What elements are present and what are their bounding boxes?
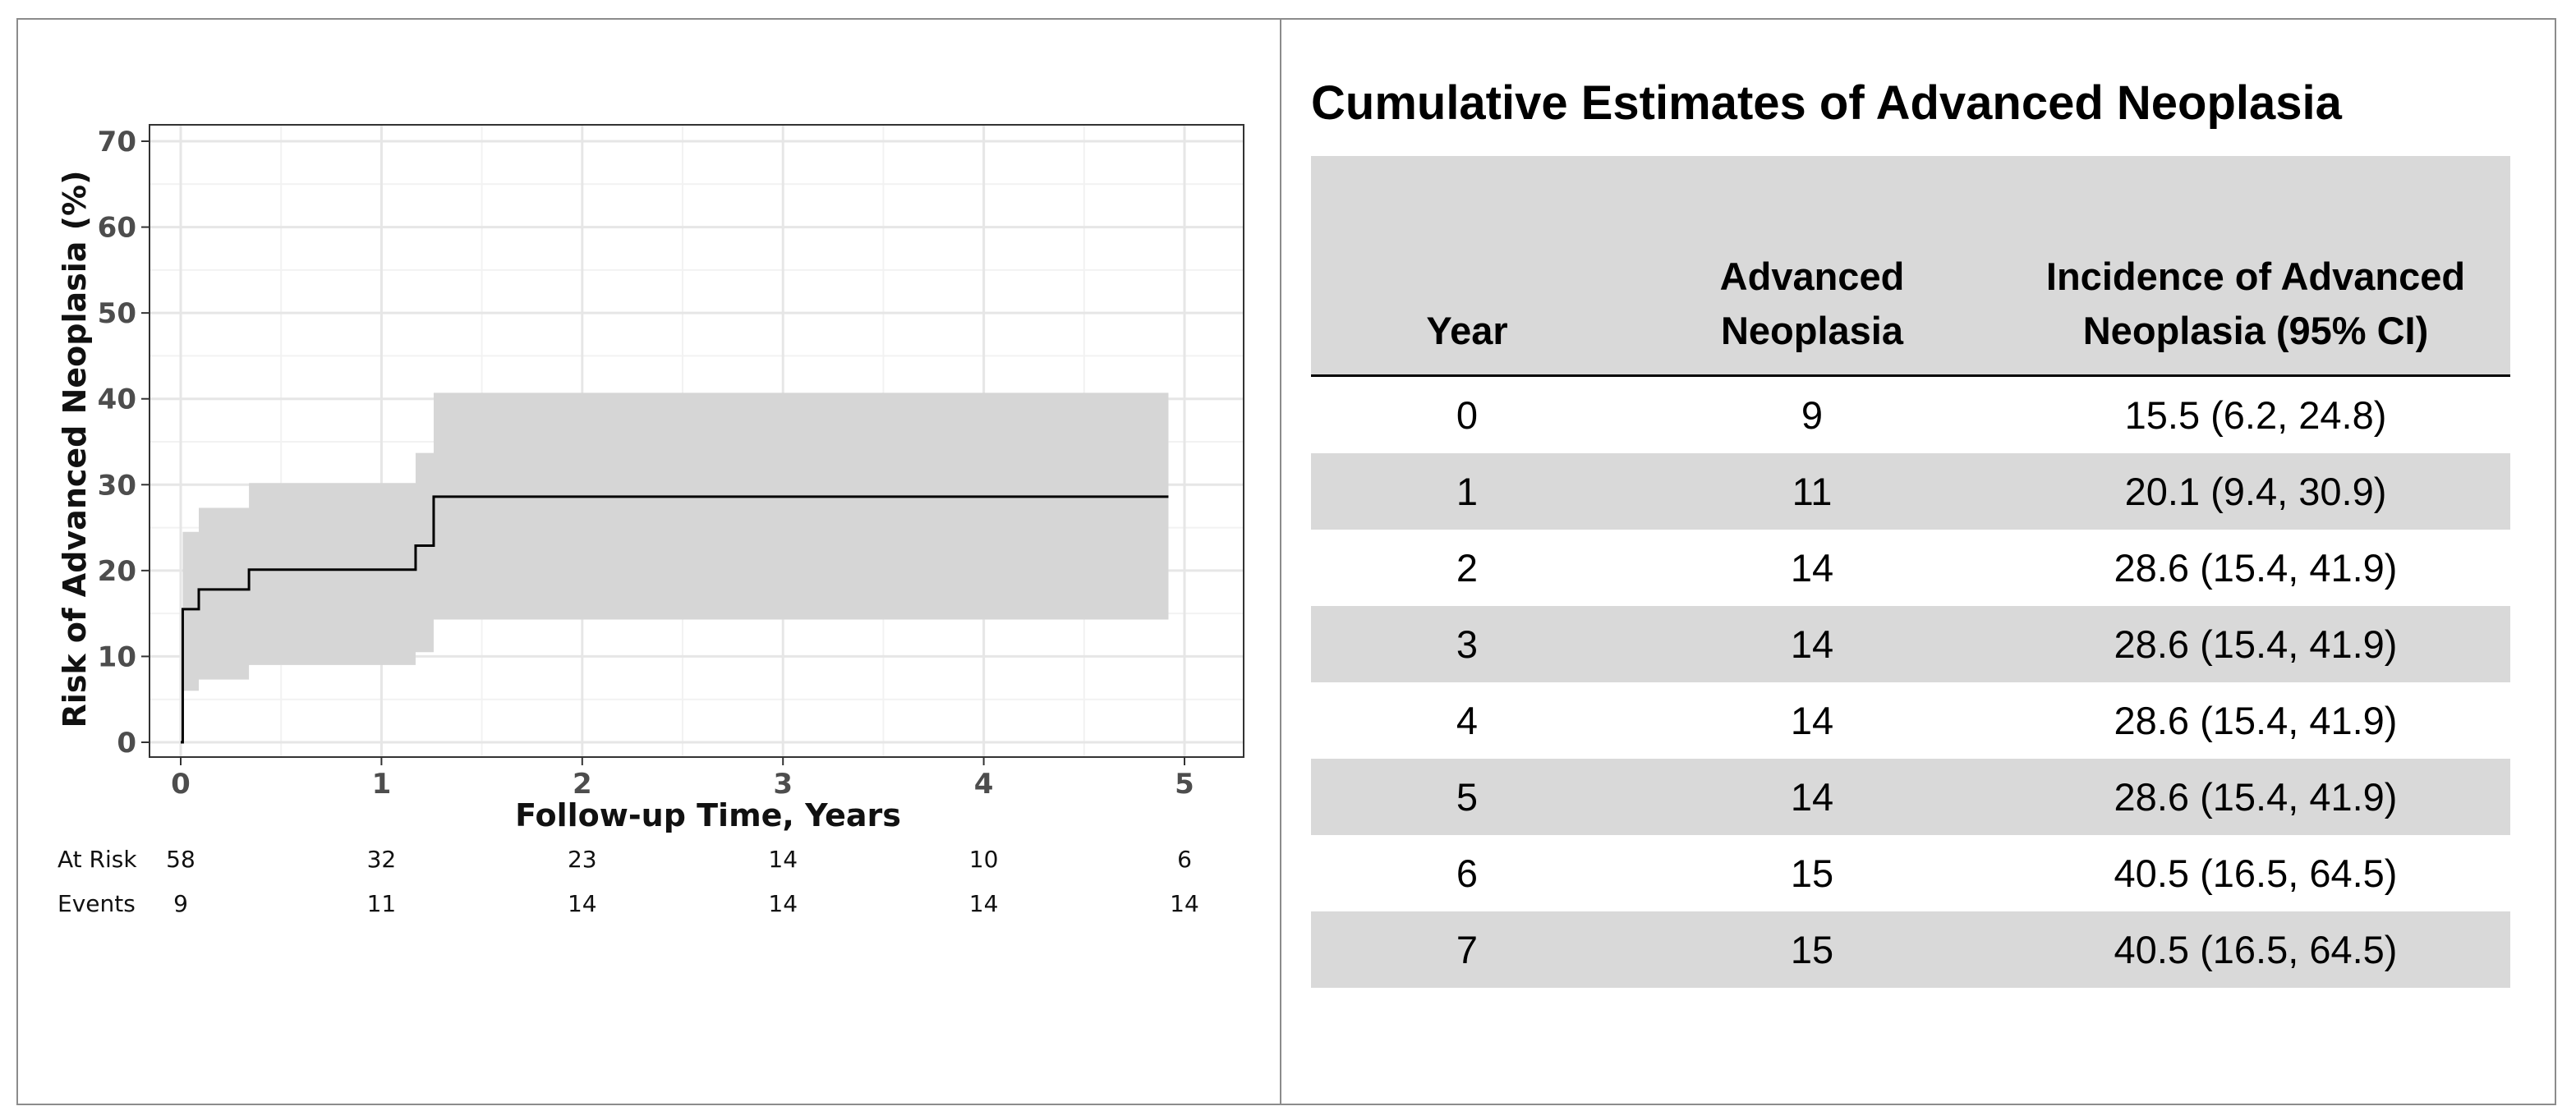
table-row: 0 9 15.5 (6.2, 24.8) <box>1311 375 2510 453</box>
header-incidence: Incidence of Advanced Neoplasia (95% CI) <box>2001 156 2510 377</box>
risk-table-value: 14 <box>768 846 798 873</box>
x-axis-title: Follow-up Time, Years <box>515 797 901 833</box>
panel-divider <box>1280 18 1281 1105</box>
y-tick-label: 10 <box>98 640 136 673</box>
table-row: 6 15 40.5 (16.5, 64.5) <box>1311 835 2510 911</box>
x-tick-label: 4 <box>974 768 994 801</box>
risk-table-row-label: Events <box>58 890 136 917</box>
cell-advanced: 14 <box>1623 682 2001 759</box>
cell-incidence: 40.5 (16.5, 64.5) <box>2001 911 2510 988</box>
cell-incidence: 28.6 (15.4, 41.9) <box>2001 682 2510 759</box>
cell-incidence: 28.6 (15.4, 41.9) <box>2001 759 2510 835</box>
cell-advanced: 14 <box>1623 606 2001 682</box>
plot-border <box>149 124 1244 758</box>
cell-advanced: 14 <box>1623 530 2001 606</box>
table-title: Cumulative Estimates of Advanced Neoplas… <box>1311 76 2342 130</box>
risk-table-value: 11 <box>367 890 397 917</box>
risk-table-value: 10 <box>969 846 999 873</box>
cell-year: 1 <box>1311 453 1623 530</box>
cell-advanced: 15 <box>1623 911 2001 988</box>
y-tick-label: 0 <box>117 727 136 760</box>
cell-year: 2 <box>1311 530 1623 606</box>
cell-year: 5 <box>1311 759 1623 835</box>
risk-table-value: 6 <box>1177 846 1192 873</box>
table-header-row: Year Advanced Neoplasia Incidence of Adva… <box>1311 156 2510 377</box>
risk-table-value: 14 <box>768 890 798 917</box>
cell-year: 3 <box>1311 606 1623 682</box>
cell-incidence: 15.5 (6.2, 24.8) <box>2001 375 2510 453</box>
y-tick-label: 50 <box>98 297 136 330</box>
estimates-table: Year Advanced Neoplasia Incidence of Adva… <box>1311 156 2510 988</box>
confidence-band <box>182 392 1169 691</box>
cell-incidence: 20.1 (9.4, 30.9) <box>2001 453 2510 530</box>
header-year: Year <box>1311 156 1623 377</box>
risk-table-value: 9 <box>173 890 188 917</box>
cell-advanced: 9 <box>1623 375 2001 453</box>
cell-incidence: 40.5 (16.5, 64.5) <box>2001 835 2510 911</box>
risk-step-line <box>181 495 1169 744</box>
y-axis-title: Risk of Advanced Neoplasia (%) <box>57 171 93 728</box>
table-row: 4 14 28.6 (15.4, 41.9) <box>1311 682 2510 759</box>
table-row: 3 14 28.6 (15.4, 41.9) <box>1311 606 2510 682</box>
risk-table-value: 23 <box>568 846 597 873</box>
cell-year: 7 <box>1311 911 1623 988</box>
y-tick-label: 30 <box>98 469 136 502</box>
cell-incidence: 28.6 (15.4, 41.9) <box>2001 606 2510 682</box>
cell-year: 4 <box>1311 682 1623 759</box>
x-tick-label: 2 <box>573 768 592 801</box>
table-row: 2 14 28.6 (15.4, 41.9) <box>1311 530 2510 606</box>
y-tick-label: 60 <box>98 212 136 245</box>
y-tick-label: 20 <box>98 555 136 588</box>
cell-year: 6 <box>1311 835 1623 911</box>
table-row: 5 14 28.6 (15.4, 41.9) <box>1311 759 2510 835</box>
x-tick-label: 3 <box>773 768 793 801</box>
y-tick-label: 70 <box>98 126 136 158</box>
figure-frame <box>16 18 2556 1105</box>
header-advanced-neoplasia: Advanced Neoplasia <box>1623 156 2001 377</box>
risk-table-value: 58 <box>166 846 196 873</box>
cell-advanced: 14 <box>1623 759 2001 835</box>
cell-incidence: 28.6 (15.4, 41.9) <box>2001 530 2510 606</box>
table-row: 7 15 40.5 (16.5, 64.5) <box>1311 911 2510 988</box>
risk-table-value: 14 <box>1170 890 1199 917</box>
risk-table-value: 14 <box>568 890 597 917</box>
risk-table-value: 32 <box>367 846 397 873</box>
risk-table-value: 14 <box>969 890 999 917</box>
x-tick-label: 5 <box>1175 768 1194 801</box>
table-row: 1 11 20.1 (9.4, 30.9) <box>1311 453 2510 530</box>
cell-advanced: 15 <box>1623 835 2001 911</box>
x-tick-label: 1 <box>372 768 392 801</box>
cell-advanced: 11 <box>1623 453 2001 530</box>
risk-table-row-label: At Risk <box>58 846 137 873</box>
y-tick-label: 40 <box>98 383 136 416</box>
x-tick-label: 0 <box>171 768 191 801</box>
cell-year: 0 <box>1311 375 1623 453</box>
